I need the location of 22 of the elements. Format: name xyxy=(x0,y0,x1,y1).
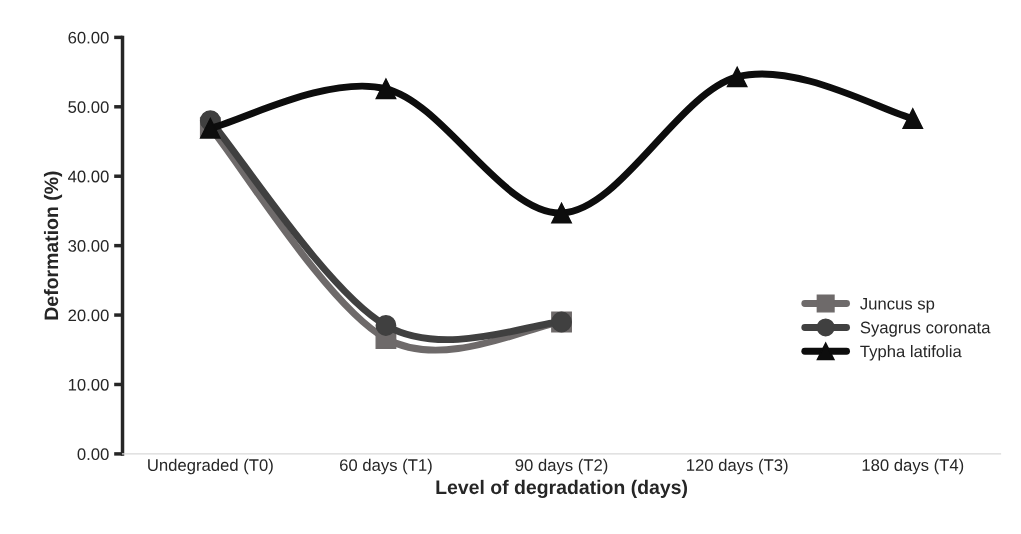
legend-label: Juncus sp xyxy=(860,297,935,313)
legend-label: Syagrus coronata xyxy=(860,321,991,337)
y-tick-label: 10.00 xyxy=(68,378,109,391)
y-tick-label: 20.00 xyxy=(68,309,109,322)
x-tick-label: 180 days (T4) xyxy=(862,458,964,475)
point xyxy=(726,66,748,88)
x-tick-label: 120 days (T3) xyxy=(687,458,788,475)
x-tick-label: Undegraded (T0) xyxy=(148,458,273,475)
y-tick-label: 30.00 xyxy=(68,240,109,252)
x-tick-label: 90 days (T2) xyxy=(515,458,608,475)
x-axis-title: Level of degradation (days) xyxy=(436,479,688,499)
y-tick-label: 0.00 xyxy=(77,448,109,461)
y-tick-label: 50.00 xyxy=(68,101,109,113)
y-tick-label: 40.00 xyxy=(68,170,109,183)
x-tick-label: 60 days (T1) xyxy=(340,458,432,475)
y-tick-label: 60.00 xyxy=(68,31,109,44)
y-axis-title: Deformation (%) xyxy=(43,171,63,320)
point xyxy=(375,78,397,100)
point xyxy=(551,202,572,224)
point xyxy=(375,315,397,336)
point xyxy=(902,108,924,130)
legend-label: Typha latifolia xyxy=(860,345,962,361)
